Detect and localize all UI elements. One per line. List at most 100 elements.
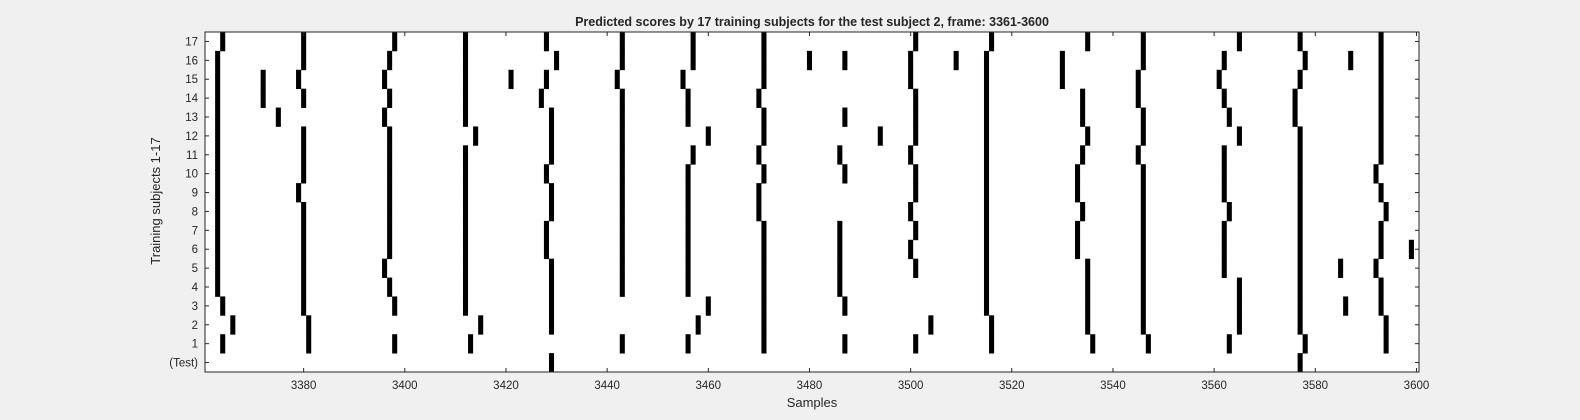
score-mark	[1378, 88, 1384, 108]
score-mark	[1292, 88, 1298, 108]
score-mark	[761, 164, 767, 184]
score-mark	[387, 164, 393, 184]
x-tick-label: 3520	[999, 380, 1025, 392]
score-mark	[1216, 69, 1222, 90]
x-tick-label: 3560	[1201, 380, 1227, 392]
score-mark	[1297, 353, 1303, 373]
score-mark	[301, 164, 307, 184]
score-mark	[215, 107, 221, 127]
score-mark	[508, 69, 514, 90]
score-mark	[301, 32, 307, 52]
score-mark	[806, 50, 812, 71]
score-mark	[215, 145, 221, 165]
score-mark	[1343, 296, 1349, 316]
score-mark	[695, 315, 701, 335]
score-mark	[756, 145, 762, 165]
score-mark	[548, 353, 555, 373]
score-mark	[685, 277, 691, 297]
score-mark	[983, 239, 990, 260]
score-mark	[1378, 239, 1384, 260]
score-mark	[387, 239, 393, 260]
score-mark	[1075, 239, 1081, 260]
score-mark	[1378, 145, 1384, 165]
score-mark	[301, 277, 307, 297]
score-mark	[301, 220, 307, 241]
y-tick-label: 5	[192, 263, 198, 275]
score-mark	[983, 258, 990, 278]
score-mark	[1075, 220, 1081, 241]
score-mark	[705, 296, 711, 316]
score-mark	[1085, 126, 1091, 146]
y-tick-label: 10	[185, 169, 198, 181]
score-mark	[1059, 50, 1065, 71]
score-mark	[756, 88, 762, 108]
score-mark	[543, 69, 549, 90]
score-mark	[1297, 315, 1303, 335]
score-mark	[275, 107, 281, 127]
score-mark	[685, 164, 691, 184]
score-mark	[983, 220, 990, 241]
y-tick-label: 11	[186, 150, 198, 162]
score-mark	[1378, 69, 1384, 90]
score-mark	[983, 164, 990, 184]
x-tick-label: 3420	[493, 380, 519, 392]
y-tick-label: 3	[192, 301, 198, 313]
score-mark	[215, 69, 221, 90]
score-mark	[548, 107, 555, 127]
score-mark	[619, 258, 625, 278]
score-mark	[543, 220, 549, 241]
score-mark	[387, 50, 393, 71]
score-mark	[220, 32, 226, 52]
score-mark	[1383, 202, 1389, 222]
score-mark	[908, 202, 914, 222]
score-mark	[387, 126, 393, 146]
score-mark	[1378, 50, 1384, 71]
score-mark	[220, 334, 226, 354]
score-mark	[215, 88, 221, 108]
score-mark	[1297, 220, 1303, 241]
score-mark	[462, 183, 469, 203]
score-mark	[619, 50, 625, 71]
score-mark	[392, 296, 398, 316]
score-mark	[1378, 183, 1384, 203]
score-mark	[619, 220, 625, 241]
score-mark	[462, 145, 469, 165]
plot-frame	[204, 31, 1420, 373]
y-tick-label: (Test)	[169, 358, 198, 370]
score-mark	[913, 258, 919, 278]
score-mark	[842, 50, 848, 71]
score-mark	[761, 239, 767, 260]
score-mark	[387, 220, 393, 241]
score-mark	[619, 88, 625, 108]
score-mark	[908, 145, 914, 165]
score-mark	[685, 220, 691, 241]
score-mark	[473, 126, 479, 146]
y-tick-label: 2	[192, 320, 198, 332]
score-mark	[462, 32, 469, 52]
score-mark	[1085, 258, 1091, 278]
score-mark	[685, 183, 691, 203]
score-mark	[983, 183, 990, 203]
score-mark	[301, 239, 307, 260]
score-mark	[1140, 296, 1146, 316]
score-mark	[301, 258, 307, 278]
score-mark	[548, 277, 555, 297]
score-mark	[301, 50, 307, 71]
score-mark	[382, 258, 388, 278]
score-mark	[1378, 296, 1384, 316]
score-mark	[842, 334, 848, 354]
score-mark	[1383, 334, 1389, 354]
score-mark	[761, 50, 767, 71]
score-mark	[761, 69, 767, 90]
y-axis-label: Training subjects 1-17	[148, 137, 163, 264]
y-tick-label: 17	[185, 36, 198, 48]
score-mark	[215, 277, 221, 297]
score-mark	[548, 315, 555, 335]
score-mark	[685, 88, 691, 108]
score-mark	[685, 202, 691, 222]
score-mark	[1236, 277, 1242, 297]
x-tick-label: 3380	[291, 380, 317, 392]
score-mark	[619, 277, 625, 297]
score-mark	[1348, 50, 1354, 71]
